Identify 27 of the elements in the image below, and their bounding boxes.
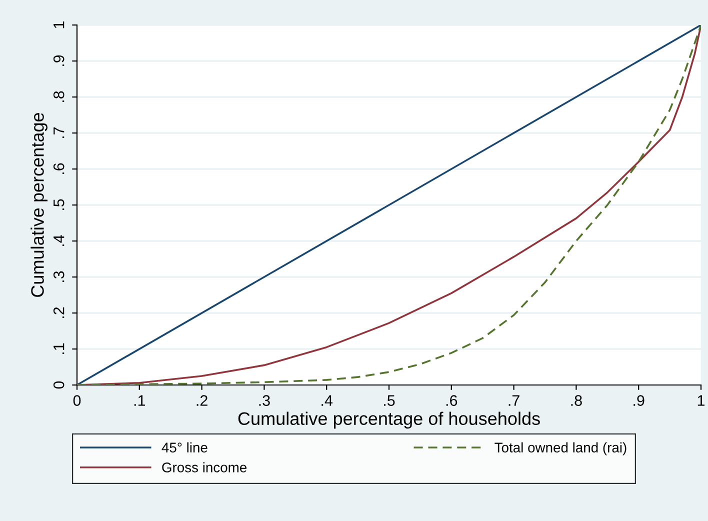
y-axis-title: Cumulative percentage (30, 112, 48, 297)
y-tick-label: .1 (54, 343, 64, 354)
y-tick-label: .7 (54, 127, 64, 138)
y-tick-label: .3 (53, 271, 64, 282)
y-tick-label: .8 (53, 91, 64, 102)
y-tick-label: 0 (53, 381, 64, 389)
x-tick-label: .8 (571, 395, 582, 406)
legend-label: Gross income (162, 462, 247, 472)
legend-label: 45° line (162, 442, 208, 452)
x-tick-label: 0 (73, 395, 81, 406)
y-tick-label: .5 (54, 199, 64, 210)
x-tick-label: .7 (508, 395, 520, 406)
x-tick-label: .3 (259, 395, 270, 406)
x-tick-label: .1 (134, 395, 146, 406)
y-tick-label: .6 (53, 163, 64, 174)
x-tick-label: .4 (322, 395, 333, 406)
y-tick-label: .2 (53, 307, 64, 318)
x-tick-label: 1 (698, 395, 705, 406)
legend-label: Total owned land (rai) (494, 442, 626, 456)
x-tick-label: .2 (196, 395, 208, 406)
y-tick-label: .4 (54, 235, 64, 246)
y-tick-label: 1 (54, 21, 64, 28)
x-tick-label: .6 (446, 395, 458, 406)
x-tick-label: .5 (384, 395, 395, 406)
x-axis-title: Cumulative percentage of households (238, 412, 540, 429)
y-tick-label: .9 (53, 55, 64, 66)
x-tick-label: .9 (634, 395, 644, 406)
